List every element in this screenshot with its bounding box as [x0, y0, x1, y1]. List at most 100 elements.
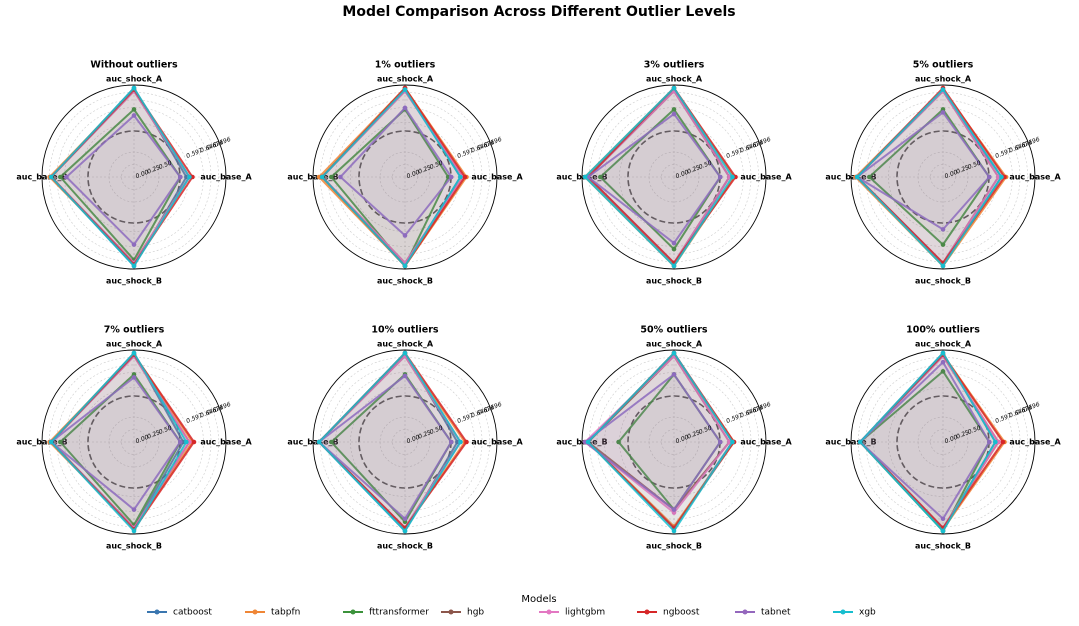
- radar-chart: auc_shock_A auc_base_A auc_shock_B auc_base…: [825, 325, 1061, 551]
- legend-label: tabnet: [761, 608, 791, 618]
- series-point: [57, 439, 63, 445]
- r-tick-label: 0.00: [944, 434, 959, 446]
- axis-label: auc_base_A: [740, 438, 792, 447]
- series-point: [131, 107, 137, 112]
- series-point: [671, 111, 677, 117]
- series-point: [671, 85, 677, 91]
- legend-marker: [546, 609, 552, 615]
- r-tick-label: 0.50: [698, 424, 713, 436]
- series-point: [986, 439, 992, 445]
- axis-label: auc_base_A: [200, 173, 252, 182]
- series-point: [730, 439, 735, 445]
- radar-chart: auc_shock_A auc_base_A auc_shock_B auc_base…: [556, 60, 792, 286]
- subplot-title: 100% outliers: [906, 325, 980, 336]
- series-point: [131, 263, 137, 269]
- series-point: [177, 174, 183, 180]
- series-point: [402, 263, 408, 269]
- series-point: [458, 174, 463, 180]
- axis-label: auc_shock_B: [915, 542, 971, 551]
- series-point: [671, 372, 677, 377]
- r-tick-label: 0.25: [686, 429, 701, 441]
- outer-circle: [41, 349, 227, 535]
- r-tick-label: 0.00: [135, 434, 150, 446]
- series-point: [597, 174, 603, 180]
- axis-label: auc_base_A: [200, 438, 252, 447]
- series-area: [583, 86, 734, 268]
- series-point: [940, 87, 946, 92]
- subplot-title: 1% outliers: [375, 60, 436, 71]
- axis-label: auc_shock_B: [106, 542, 162, 551]
- series-point: [940, 110, 946, 115]
- series-area: [858, 351, 997, 533]
- r-tick-label: 0.00: [675, 434, 690, 446]
- series-point: [131, 507, 137, 512]
- r-tick-label: 0.50: [429, 159, 444, 171]
- legend-label: hgb: [467, 608, 484, 618]
- series-point: [131, 242, 137, 247]
- series-point: [940, 242, 946, 247]
- series-area: [320, 87, 462, 268]
- series-point: [857, 439, 863, 445]
- series-point: [402, 516, 408, 522]
- radar-chart: auc_shock_A auc_base_A auc_shock_B auc_base…: [16, 325, 252, 551]
- legend-marker: [252, 609, 258, 615]
- radar-chart: auc_shock_A auc_base_A auc_shock_B auc_base…: [287, 60, 523, 286]
- series-point: [402, 350, 408, 356]
- axis-label: auc_base_B: [16, 173, 67, 182]
- series-point: [940, 350, 946, 356]
- legend-title: Models: [521, 594, 556, 605]
- r-tick-label: 0.696: [1022, 401, 1041, 414]
- r-tick-label: 0.696: [753, 136, 772, 149]
- series-point: [1000, 439, 1006, 445]
- axis-label: auc_base_A: [740, 173, 792, 182]
- series-point: [671, 528, 677, 534]
- series-point: [187, 174, 192, 180]
- series-point: [402, 233, 408, 238]
- axis-label: auc_shock_B: [646, 542, 702, 551]
- r-tick-label: 0.25: [955, 164, 970, 176]
- series-point: [585, 439, 591, 445]
- r-tick-label: 0.696: [484, 136, 503, 149]
- series-point: [730, 174, 735, 180]
- axis-label: auc_shock_A: [377, 75, 434, 84]
- r-tick-label: 0.00: [944, 169, 959, 181]
- series-point: [319, 174, 325, 180]
- axis-label: auc_base_B: [287, 438, 338, 447]
- axis-label: auc_base_B: [825, 438, 876, 447]
- r-tick-label: 0.25: [686, 164, 701, 176]
- r-tick-label: 0.25: [146, 164, 161, 176]
- series-point: [131, 375, 137, 380]
- series-point: [48, 439, 54, 445]
- outer-circle: [850, 349, 1036, 535]
- r-tick-label: 0.696: [753, 401, 772, 414]
- axis-label: auc_shock_A: [646, 75, 703, 84]
- series-point: [131, 85, 137, 91]
- series-point: [131, 113, 137, 118]
- series-point: [64, 174, 69, 180]
- series-point: [448, 439, 454, 445]
- series-area: [49, 351, 188, 533]
- axis-label: auc_shock_B: [377, 542, 433, 551]
- r-tick-label: 0.25: [417, 164, 432, 176]
- axis-label: auc_shock_B: [377, 277, 433, 286]
- legend-marker: [840, 609, 846, 615]
- axis-label: auc_base_B: [825, 173, 876, 182]
- axis-label: auc_base_B: [287, 173, 338, 182]
- r-tick-label: 0.50: [158, 159, 173, 171]
- radar-chart: auc_shock_A auc_base_A auc_shock_B auc_base…: [825, 60, 1061, 286]
- axis-label: auc_shock_A: [646, 340, 703, 349]
- series-point: [866, 174, 872, 180]
- series-point: [462, 174, 468, 180]
- series-point: [671, 507, 677, 512]
- legend-marker: [644, 609, 650, 615]
- axis-label: auc_base_A: [471, 173, 523, 182]
- series-point: [402, 87, 408, 92]
- series-point: [671, 107, 677, 112]
- r-tick-label: 0.50: [158, 424, 173, 436]
- r-tick-label: 0.696: [1022, 136, 1041, 149]
- axis-label: auc_base_A: [1009, 173, 1061, 182]
- r-tick-label: 0.50: [967, 424, 982, 436]
- series-point: [717, 439, 723, 445]
- series-point: [854, 174, 860, 180]
